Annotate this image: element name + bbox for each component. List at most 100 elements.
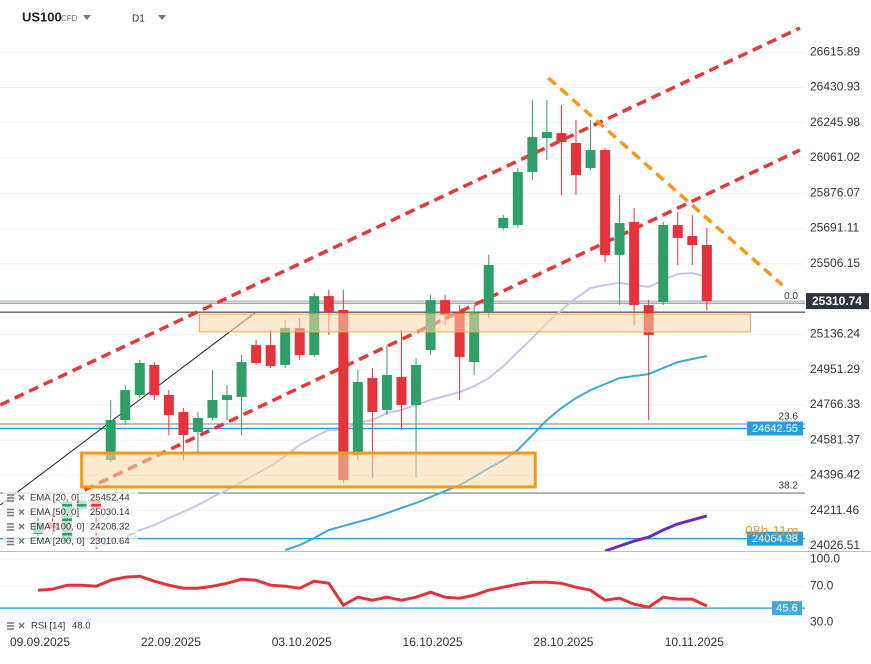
legend-entry[interactable]: EMA [50, 0] 25030.14 [3, 506, 138, 519]
y-tick-label: 24396.42 [810, 468, 860, 482]
candle-body [120, 390, 131, 421]
candle-body [280, 327, 291, 365]
level-label: 24064.98 [752, 533, 798, 545]
rsi-name: RSI [14] [31, 621, 65, 632]
y-tick-label: 25691.11 [810, 221, 859, 235]
dropdown-arrow[interactable] [158, 15, 166, 20]
candle-body [454, 311, 465, 357]
y-tick-label: 25136.24 [810, 327, 860, 341]
candle-body [469, 311, 480, 363]
candle-body [570, 142, 581, 176]
legend-name: EMA [100, 0] [30, 522, 84, 533]
candle-body [541, 131, 552, 139]
candle-body [512, 171, 523, 225]
legend-name: EMA [200, 0] [30, 536, 84, 547]
legend-name: EMA [20, 0] [30, 493, 79, 504]
legend-entry[interactable]: EMA [100, 0] 24208.32 [3, 521, 138, 533]
trend-line [547, 76, 784, 287]
legend-close [18, 622, 25, 629]
timeframe[interactable]: D1 [132, 14, 145, 25]
candle-body [338, 310, 349, 481]
fib-label: 38.2 [779, 481, 799, 492]
candle-body [236, 362, 247, 397]
legend-value: 25452.44 [90, 493, 130, 504]
legend-icon [7, 622, 14, 630]
y-tick-label: 25506.15 [810, 256, 860, 270]
candle-body [323, 296, 334, 312]
trend-line [83, 148, 801, 492]
candle-body [614, 223, 625, 255]
legend-value: 24208.32 [90, 522, 130, 533]
trend-line [0, 26, 801, 407]
symbol[interactable]: US100 [22, 9, 62, 24]
header[interactable]: US100 CFD D1 [22, 9, 166, 25]
fib-label: 0.0 [784, 291, 798, 302]
y-tick-label: 25876.07 [810, 185, 860, 199]
candle-body [134, 363, 145, 396]
candle-body [367, 378, 378, 413]
legend-icon [7, 508, 14, 517]
x-tick-label: 22.09.2025 [141, 635, 201, 649]
y-tick-label: 26245.98 [810, 115, 860, 129]
legend-bg [3, 492, 138, 504]
zone [198, 313, 751, 333]
fib-label: 23.6 [779, 412, 799, 423]
legend-close [18, 494, 25, 501]
candle-body [76, 500, 87, 510]
candle-body [294, 327, 305, 356]
candle-body [658, 224, 669, 303]
legend-close [18, 523, 25, 530]
legend-entry[interactable]: EMA [200, 0] 23010.64 [3, 535, 138, 548]
legend-icon [7, 494, 14, 502]
candle-body [687, 236, 698, 245]
candle-body [483, 265, 494, 312]
level-label: 24642.55 [752, 423, 798, 435]
y-tick-label: 26615.89 [810, 44, 860, 58]
rsi-legend[interactable]: RSI [14] 48.0 [7, 621, 91, 632]
x-tick-label: 16.10.2025 [403, 635, 463, 649]
legend-bg [3, 506, 138, 519]
y-tick-label: 24951.29 [810, 362, 860, 376]
candle-body [192, 417, 203, 433]
candle-body [149, 364, 160, 396]
legend-close [18, 537, 25, 545]
rsi-tick-label: 30.0 [810, 614, 834, 628]
candle-body [178, 412, 189, 436]
current-price-box [806, 293, 869, 310]
candle-body [207, 399, 218, 418]
candle-body [163, 395, 174, 416]
y-tick-label: 26430.93 [810, 80, 860, 94]
legend-close [18, 508, 25, 516]
rsi-level-label: 45.6 [776, 603, 797, 615]
rsi-line [37, 574, 708, 609]
candle-body [440, 300, 451, 315]
candle-body [265, 345, 276, 367]
candle-body [629, 221, 640, 306]
candle-body [352, 382, 363, 455]
candle-body [556, 133, 567, 143]
candle-body [585, 150, 596, 168]
legend-icon [7, 523, 14, 531]
level-label-box [747, 531, 803, 546]
legend-entry[interactable]: EMA [20, 0] 25452.44 [3, 492, 138, 504]
y-tick-label: 24026.51 [810, 538, 860, 552]
y-tick-label: 24581.37 [810, 432, 860, 446]
level-label-box [747, 421, 803, 436]
legend-value: 23010.64 [90, 536, 130, 547]
candle-body [222, 395, 233, 400]
rsi-tick-label: 100.0 [810, 551, 840, 565]
x-tick-label: 10.11.2025 [665, 635, 724, 649]
candle-body [381, 375, 392, 410]
candle-body [251, 345, 262, 364]
symbol-type: CFD [61, 14, 78, 23]
legend-bg [3, 521, 138, 533]
rsi-tick-label: 70.0 [810, 578, 834, 592]
candle-body [411, 364, 422, 405]
candle-body [600, 150, 611, 255]
candle-body [498, 217, 509, 229]
candle-body [527, 137, 538, 172]
dropdown-arrow[interactable] [83, 15, 91, 20]
x-tick-label: 03.10.2025 [272, 635, 332, 649]
x-tick-label: 09.09.2025 [10, 635, 70, 649]
